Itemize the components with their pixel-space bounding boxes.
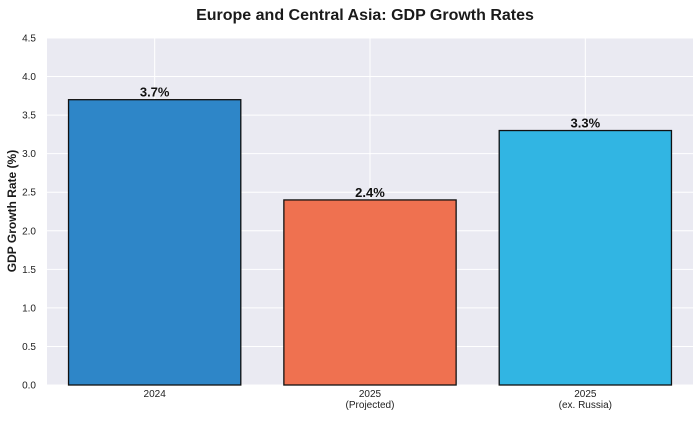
- bar: [498, 129, 673, 386]
- chart-title: Europe and Central Asia: GDP Growth Rate…: [196, 7, 534, 24]
- y-axis-ticks: 0.0 0.5 1.0 1.5 2.0 2.5 3.0 3.5 4.0 4.5: [22, 34, 36, 392]
- y-tick-label: 1.5: [22, 265, 36, 276]
- x-tick-label: 2025 (ex. Russia): [559, 389, 612, 411]
- y-tick-label: 3.0: [22, 149, 36, 160]
- bar-value-label: 2.4%: [355, 185, 385, 200]
- y-tick-label: 0.0: [22, 381, 36, 392]
- y-tick-label: 3.5: [22, 111, 36, 122]
- bar: [283, 199, 457, 386]
- y-axis-label: GDP Growth Rate (%): [5, 150, 19, 272]
- bar-value-labels: 3.7% 2.4% 3.3%: [140, 85, 601, 200]
- y-tick-label: 4.0: [22, 72, 36, 83]
- bars: [67, 99, 673, 386]
- y-tick-label: 0.5: [22, 342, 36, 353]
- x-tick-label: 2025 (Projected): [346, 389, 395, 411]
- y-tick-label: 4.5: [22, 34, 36, 45]
- y-tick-label: 2.5: [22, 188, 36, 199]
- y-tick-label: 2.0: [22, 226, 36, 237]
- x-axis-ticks: 2024 2025 (Projected) 2025 (ex. Russia): [144, 389, 612, 411]
- bar: [67, 99, 242, 386]
- bar-value-label: 3.3%: [571, 116, 601, 131]
- x-tick-label: 2024: [144, 389, 167, 400]
- bar-value-label: 3.7%: [140, 85, 170, 100]
- y-tick-label: 1.0: [22, 303, 36, 314]
